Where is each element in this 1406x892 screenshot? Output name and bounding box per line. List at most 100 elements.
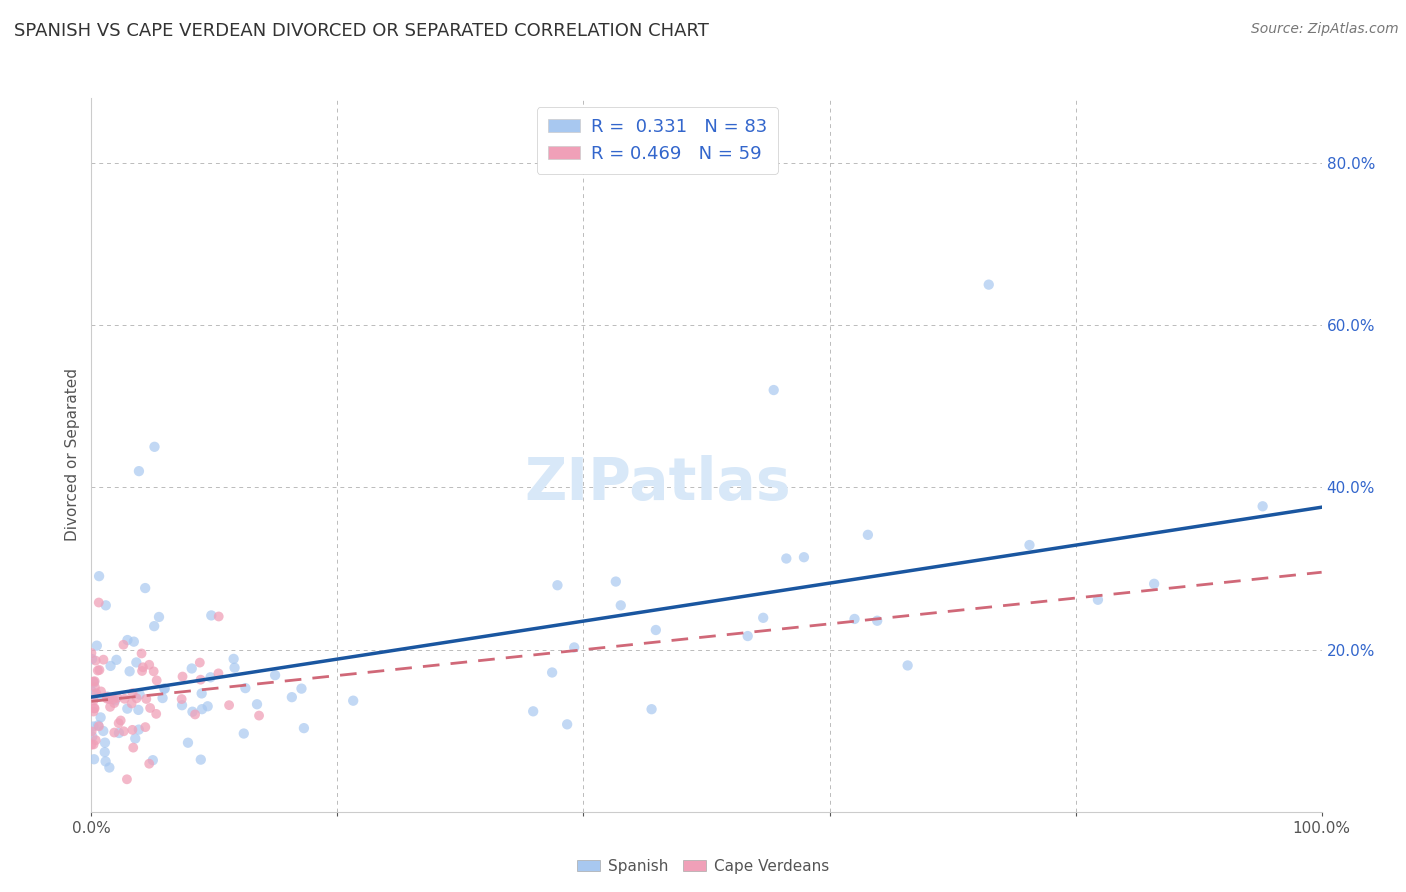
Point bbox=[86, 690, 108, 704]
Point bbox=[177, 736, 200, 750]
Point bbox=[737, 629, 759, 643]
Point bbox=[292, 721, 315, 735]
Point bbox=[87, 569, 110, 583]
Point bbox=[977, 277, 1000, 292]
Point bbox=[1087, 592, 1109, 607]
Point bbox=[112, 638, 135, 652]
Point bbox=[117, 633, 139, 648]
Point bbox=[235, 681, 257, 695]
Point bbox=[762, 383, 785, 397]
Point bbox=[170, 698, 193, 713]
Point bbox=[115, 772, 138, 787]
Point bbox=[152, 691, 174, 706]
Point bbox=[224, 661, 246, 675]
Point bbox=[94, 599, 117, 613]
Point bbox=[181, 705, 204, 719]
Point bbox=[180, 661, 202, 675]
Point bbox=[105, 653, 128, 667]
Point bbox=[208, 609, 231, 624]
Point bbox=[125, 656, 148, 670]
Point bbox=[80, 724, 103, 739]
Point bbox=[89, 663, 111, 677]
Point bbox=[96, 690, 118, 704]
Point bbox=[83, 674, 105, 689]
Point bbox=[143, 440, 166, 454]
Point bbox=[94, 755, 117, 769]
Point bbox=[103, 696, 125, 710]
Point bbox=[93, 653, 115, 667]
Point bbox=[83, 693, 105, 707]
Point bbox=[100, 659, 122, 673]
Point bbox=[96, 691, 118, 706]
Point bbox=[290, 681, 312, 696]
Point bbox=[134, 720, 156, 734]
Point bbox=[105, 690, 128, 705]
Point bbox=[170, 692, 193, 706]
Point bbox=[125, 691, 148, 706]
Point bbox=[191, 702, 214, 716]
Point bbox=[80, 738, 103, 752]
Point bbox=[145, 706, 167, 721]
Point bbox=[610, 599, 633, 613]
Point bbox=[83, 738, 105, 752]
Point bbox=[121, 697, 143, 711]
Point bbox=[93, 745, 115, 759]
Text: SPANISH VS CAPE VERDEAN DIVORCED OR SEPARATED CORRELATION CHART: SPANISH VS CAPE VERDEAN DIVORCED OR SEPA… bbox=[14, 22, 709, 40]
Point bbox=[131, 647, 153, 661]
Point bbox=[83, 701, 105, 715]
Point bbox=[124, 731, 146, 746]
Point bbox=[222, 652, 245, 666]
Point bbox=[90, 684, 112, 698]
Point bbox=[135, 692, 157, 706]
Point bbox=[172, 669, 194, 683]
Point bbox=[128, 723, 150, 737]
Point bbox=[197, 699, 219, 714]
Point bbox=[83, 752, 105, 766]
Point bbox=[80, 684, 103, 698]
Point bbox=[98, 760, 121, 774]
Point bbox=[84, 686, 107, 700]
Point bbox=[82, 730, 104, 744]
Point bbox=[866, 614, 889, 628]
Point bbox=[342, 694, 364, 708]
Text: Source: ZipAtlas.com: Source: ZipAtlas.com bbox=[1251, 22, 1399, 37]
Point bbox=[640, 702, 662, 716]
Point bbox=[82, 719, 104, 733]
Point bbox=[131, 664, 153, 678]
Point bbox=[1018, 538, 1040, 552]
Point bbox=[644, 623, 666, 637]
Point bbox=[775, 551, 797, 566]
Point bbox=[87, 595, 110, 609]
Point bbox=[87, 718, 110, 732]
Y-axis label: Divorced or Separated: Divorced or Separated bbox=[65, 368, 80, 541]
Point bbox=[153, 681, 176, 696]
Point bbox=[80, 646, 103, 660]
Point bbox=[108, 726, 131, 740]
Point bbox=[138, 657, 160, 672]
Point bbox=[190, 753, 212, 767]
Point bbox=[142, 665, 165, 679]
Point bbox=[139, 701, 162, 715]
Point bbox=[143, 619, 166, 633]
Point bbox=[246, 698, 269, 712]
Point bbox=[80, 652, 103, 666]
Point bbox=[84, 681, 107, 695]
Point bbox=[200, 608, 222, 623]
Point bbox=[153, 681, 176, 696]
Point bbox=[1251, 500, 1274, 514]
Point bbox=[122, 634, 145, 648]
Point bbox=[148, 610, 170, 624]
Point bbox=[118, 665, 141, 679]
Point bbox=[103, 725, 125, 739]
Point bbox=[104, 693, 127, 707]
Point bbox=[218, 698, 240, 713]
Point bbox=[87, 719, 110, 733]
Point bbox=[84, 654, 107, 668]
Point bbox=[86, 639, 108, 653]
Point bbox=[752, 611, 775, 625]
Point bbox=[84, 733, 107, 747]
Point bbox=[87, 664, 110, 678]
Point bbox=[856, 528, 879, 542]
Point bbox=[121, 686, 143, 700]
Point bbox=[82, 705, 104, 719]
